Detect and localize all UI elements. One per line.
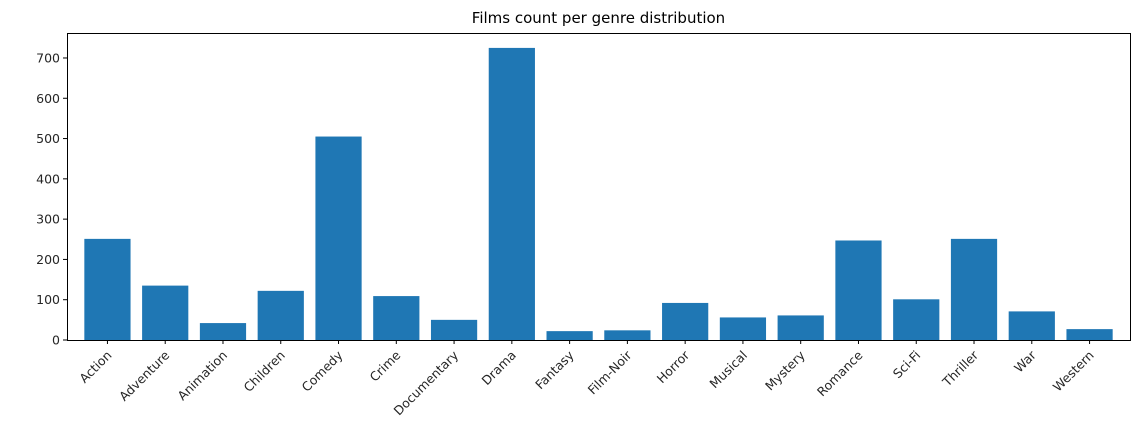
bar-war bbox=[1008, 311, 1055, 340]
x-tick-label-fantasy: Fantasy bbox=[532, 347, 577, 392]
y-tick-label: 700 bbox=[36, 50, 60, 65]
x-tick-label-animation: Animation bbox=[174, 348, 230, 404]
y-tick-label: 300 bbox=[36, 212, 60, 227]
bar-musical bbox=[719, 317, 767, 340]
bar-animation bbox=[199, 323, 247, 340]
x-tick-label-musical: Musical bbox=[706, 348, 750, 392]
bar-film-noir bbox=[604, 330, 651, 340]
bar-action bbox=[84, 238, 131, 340]
x-tick-label-crime: Crime bbox=[366, 347, 403, 384]
x-tick-label-thriller: Thriller bbox=[939, 347, 982, 390]
x-tick-label-children: Children bbox=[240, 348, 287, 395]
bar-western bbox=[1066, 329, 1113, 340]
bar-fantasy bbox=[546, 331, 593, 340]
x-tick-label-sci-fi: Sci-Fi bbox=[890, 348, 924, 382]
bars-group bbox=[84, 47, 1113, 340]
bar-horror bbox=[662, 302, 709, 340]
y-tick-label: 400 bbox=[36, 171, 60, 186]
bar-thriller bbox=[950, 238, 998, 340]
x-axis: Action Adventure Animation Children Comedy Cr… bbox=[76, 340, 1097, 418]
x-tick-label-horror: Horror bbox=[654, 347, 693, 386]
bar-adventure bbox=[142, 285, 189, 340]
x-tick-label-film-noir: Film-Noir bbox=[585, 347, 635, 397]
x-tick-label-drama: Drama bbox=[478, 348, 518, 388]
x-tick-label-war: War bbox=[1011, 347, 1039, 375]
bar-mystery bbox=[777, 315, 824, 340]
bar-children bbox=[257, 290, 304, 340]
bar-romance bbox=[835, 240, 882, 340]
x-tick-label-mystery: Mystery bbox=[762, 347, 808, 393]
y-axis: 0 100 200 300 400 500 600 700 bbox=[36, 50, 67, 348]
x-tick-label-adventure: Adventure bbox=[116, 347, 173, 404]
y-tick-label: 0 bbox=[52, 333, 60, 348]
x-tick-label-action: Action bbox=[76, 348, 114, 386]
bar-crime bbox=[373, 296, 420, 340]
y-tick-label: 600 bbox=[36, 91, 60, 106]
x-tick-label-comedy: Comedy bbox=[299, 347, 347, 395]
bar-drama bbox=[488, 47, 535, 340]
plot-frame bbox=[67, 33, 1131, 341]
y-tick-label: 100 bbox=[36, 292, 60, 307]
y-tick-label: 200 bbox=[36, 252, 60, 267]
bar-documentary bbox=[430, 319, 478, 340]
x-tick-label-western: Western bbox=[1050, 348, 1097, 395]
y-tick-label: 500 bbox=[36, 131, 60, 146]
x-tick-label-romance: Romance bbox=[814, 347, 866, 399]
bar-comedy bbox=[315, 136, 362, 340]
bar-sci-fi bbox=[893, 299, 940, 340]
chart-title: Films count per genre distribution bbox=[472, 9, 725, 27]
